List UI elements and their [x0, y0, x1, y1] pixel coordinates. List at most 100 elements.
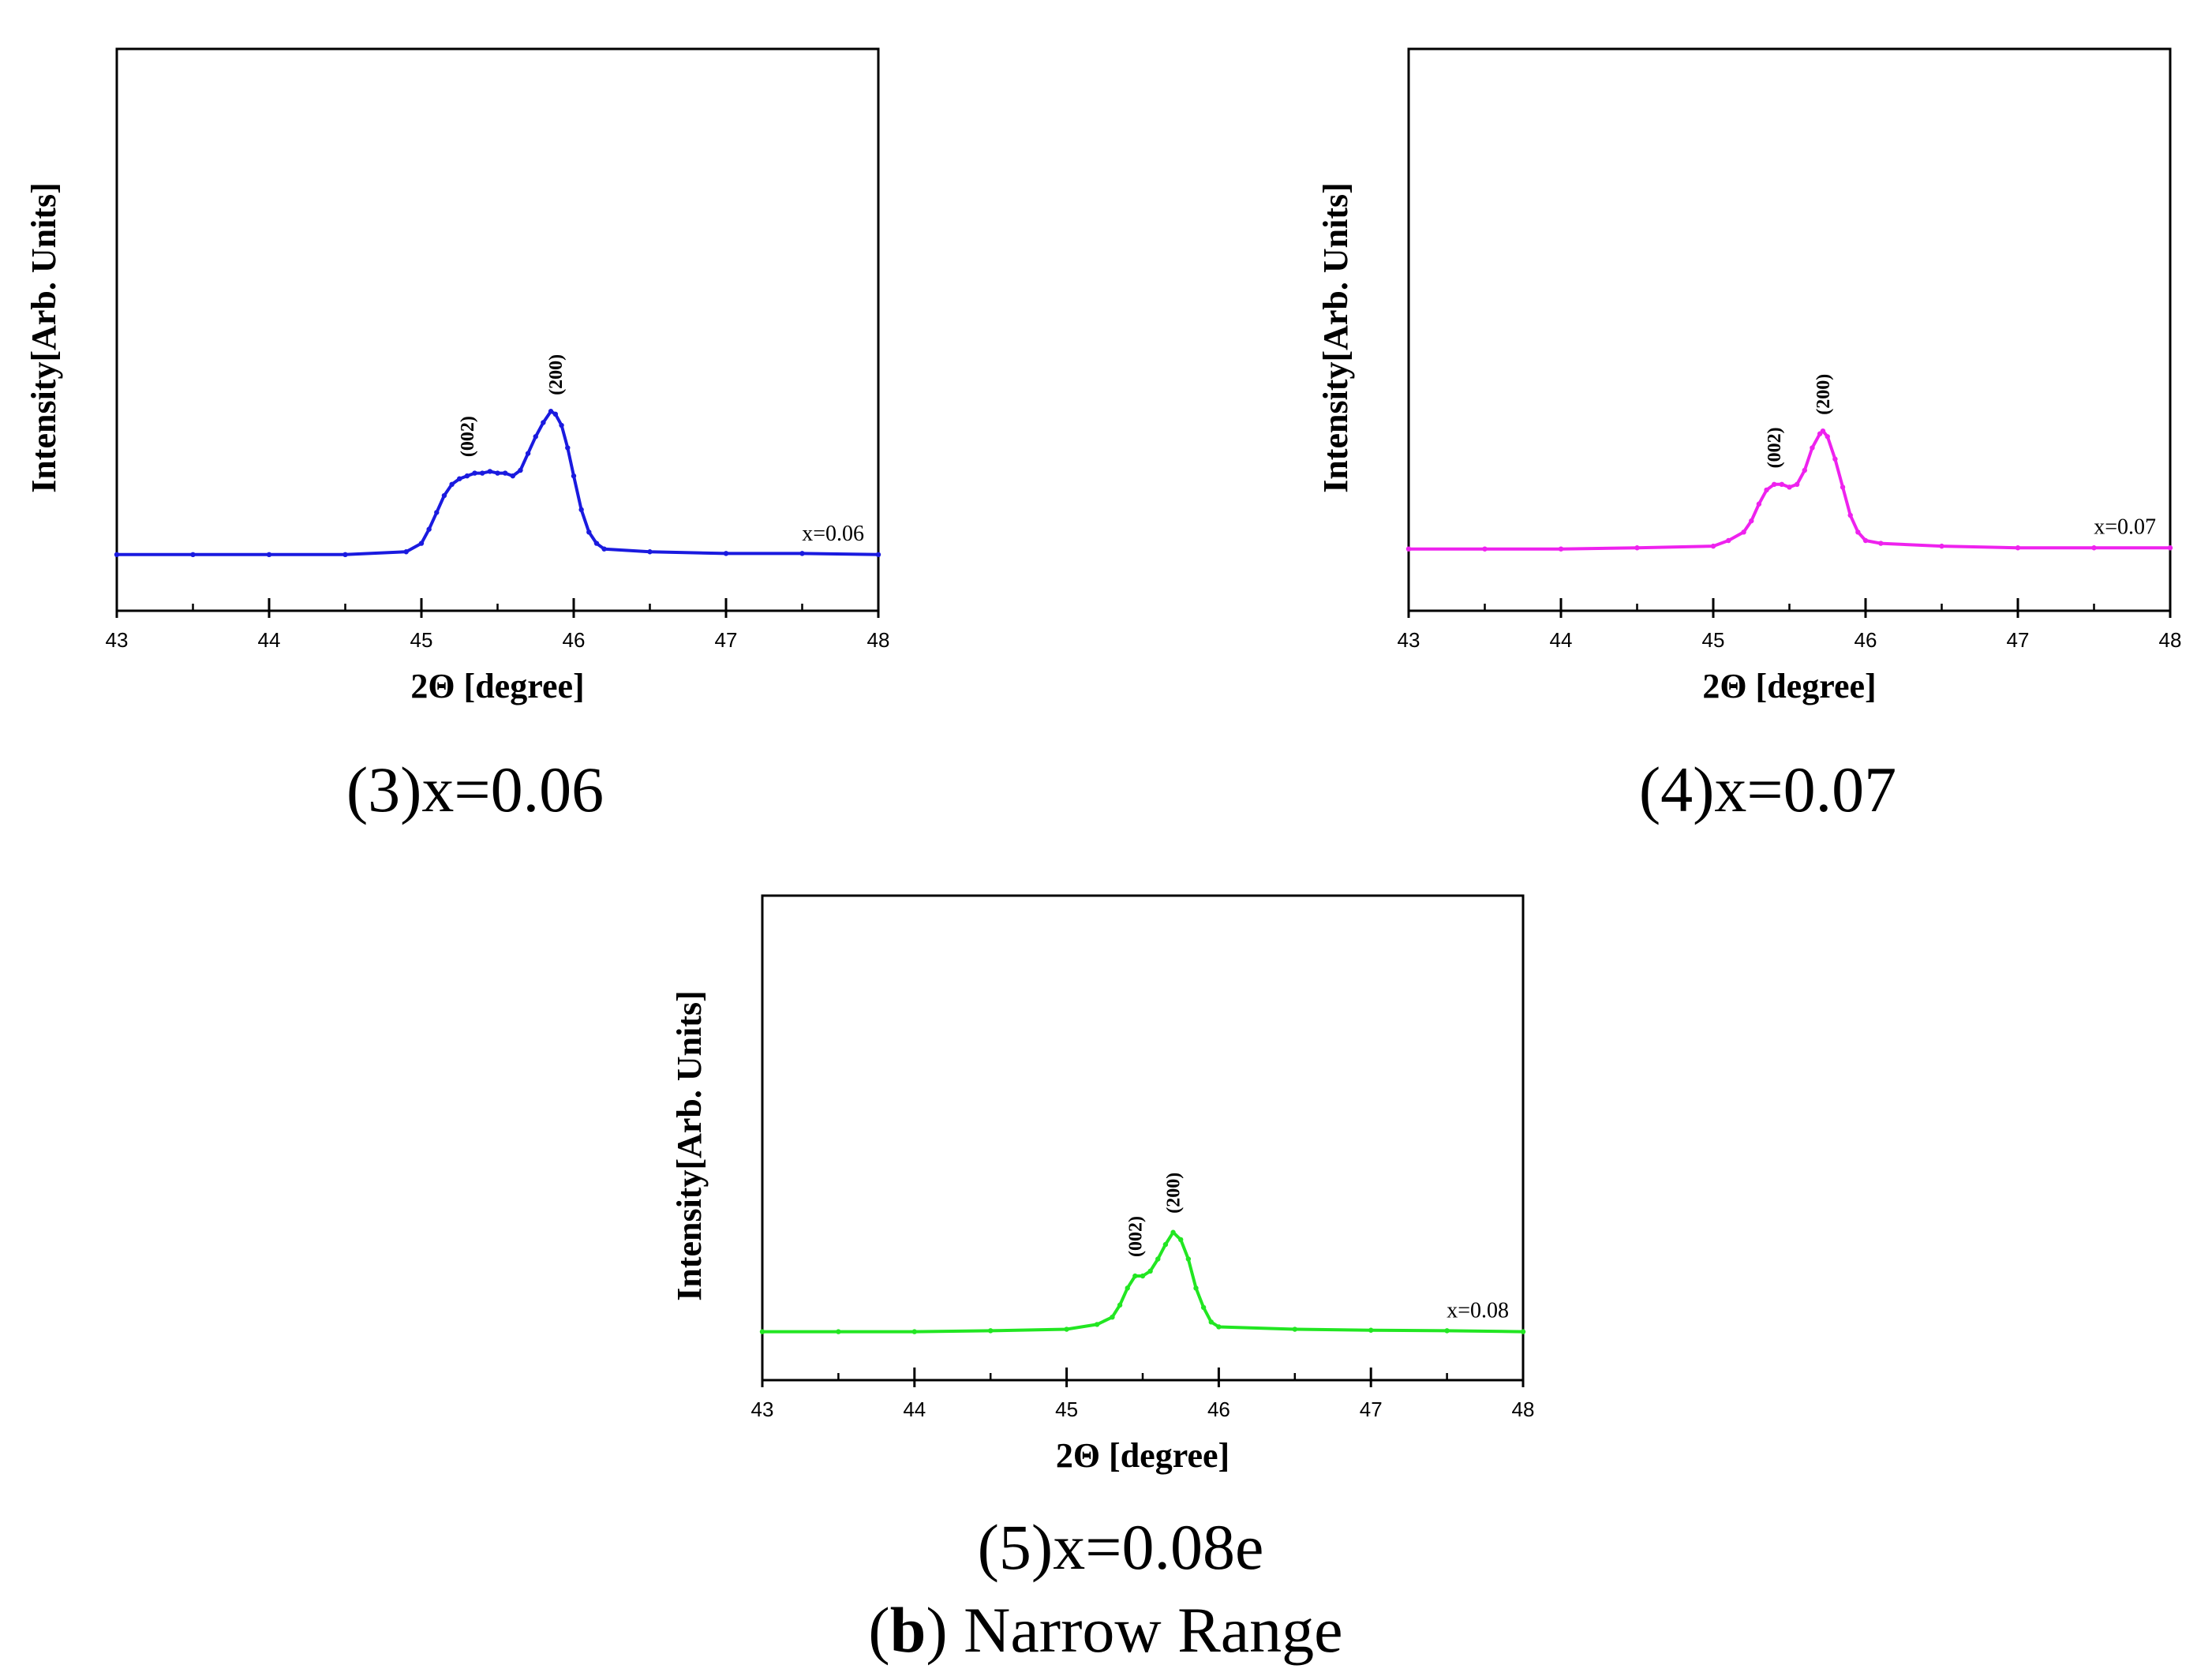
legend-label: x=0.08: [1447, 1299, 1509, 1323]
peak-annotation: (200): [546, 354, 567, 395]
x-axis-label: 2Θ [degree]: [1702, 667, 1876, 705]
x-tick-label: 48: [1512, 1398, 1535, 1421]
data-point: [578, 507, 584, 513]
panel-caption-x007: (4)x=0.07: [1638, 754, 1897, 825]
data-point: [1855, 529, 1861, 535]
x-tick-label: 44: [903, 1398, 926, 1421]
plot-frame: [761, 894, 1525, 1382]
data-point: [1939, 543, 1944, 549]
data-point: [593, 541, 600, 546]
data-point: [1764, 487, 1769, 493]
peak-annotation: (200): [1813, 374, 1834, 415]
caption-paren-close: ): [926, 1594, 948, 1666]
data-point: [1520, 1329, 1526, 1334]
data-point: [1147, 1268, 1153, 1274]
x-tick-label: 48: [2159, 628, 2182, 652]
peak-annotation: (002): [1765, 427, 1785, 468]
data-point: [1787, 485, 1792, 490]
data-point: [1634, 545, 1640, 551]
chart-panel-x007: 43 44 45 46 47 48 2Θ [degree] Intensity[Arb. Un…: [1316, 47, 2182, 705]
data-point: [1558, 546, 1564, 552]
data-point: [723, 551, 729, 556]
data-point: [799, 551, 805, 556]
data-point: [487, 469, 493, 474]
data-point: [418, 541, 425, 546]
data-point: [1847, 512, 1853, 518]
data-point: [1405, 546, 1412, 552]
data-point: [565, 445, 571, 451]
data-point: [1132, 1273, 1138, 1279]
data-point: [1208, 1319, 1214, 1325]
data-point: [1125, 1285, 1130, 1291]
x-axis-label: 2Θ [degree]: [410, 667, 584, 705]
data-point: [1185, 1256, 1192, 1262]
data-point: [759, 1329, 765, 1334]
caption-paren-open: (: [868, 1594, 890, 1666]
x-tick-label: 44: [258, 628, 281, 652]
data-point: [495, 470, 500, 476]
data-point: [1825, 434, 1830, 440]
data-point: [510, 473, 515, 479]
data-point: [601, 546, 607, 552]
y-axis-label: Intensity[Arb. Units]: [1316, 182, 1355, 493]
data-point: [571, 473, 577, 479]
data-point: [457, 476, 462, 481]
data-point: [836, 1329, 841, 1334]
legend-label: x=0.06: [802, 522, 864, 546]
chart-panel-x008: 43 44 45 46 47 48 2Θ [degree] Intensity[Arb. Un…: [670, 894, 1535, 1475]
x-tick-label: 46: [1855, 628, 1877, 652]
x-tick-label: 45: [1055, 1398, 1078, 1421]
data-point: [525, 451, 531, 456]
peak-annotation: (200): [1164, 1173, 1185, 1214]
data-point: [552, 411, 559, 417]
y-axis-label: Intensity[Arb. Units]: [670, 990, 709, 1301]
x-tick-label: 48: [867, 628, 890, 652]
data-point: [1832, 456, 1838, 462]
data-point: [518, 467, 523, 473]
data-point: [342, 552, 348, 557]
legend-label: x=0.07: [2094, 514, 2156, 539]
data-point: [1200, 1304, 1207, 1311]
data-point: [1117, 1302, 1123, 1308]
data-point: [1820, 428, 1826, 434]
data-point: [403, 549, 409, 555]
data-point: [114, 552, 120, 557]
x-tick-label: 47: [715, 628, 738, 652]
data-point: [1862, 537, 1869, 544]
data-point: [586, 529, 592, 535]
caption-part-letter: b: [889, 1594, 926, 1666]
data-point: [1726, 537, 1731, 544]
x-tick-label: 46: [563, 628, 586, 652]
x-tick-label: 43: [106, 628, 129, 652]
caption-text: Narrow Range: [947, 1594, 1343, 1666]
x-tick-label: 45: [1702, 628, 1725, 652]
data-point: [1094, 1322, 1100, 1327]
x-tick-label: 45: [410, 628, 433, 652]
data-point: [426, 526, 432, 532]
x-tick-label: 47: [1360, 1398, 1383, 1421]
x-tick-label: 43: [751, 1398, 774, 1421]
data-point: [647, 549, 653, 555]
data-point: [1779, 481, 1785, 487]
data-point: [434, 510, 440, 515]
data-point: [1878, 541, 1884, 546]
data-point: [1840, 485, 1846, 490]
data-series-line: [1409, 429, 2170, 551]
data-point: [1741, 529, 1746, 535]
data-point: [533, 434, 538, 440]
x-tick-label: 46: [1207, 1398, 1230, 1421]
data-point: [559, 422, 564, 428]
data-point: [1178, 1237, 1184, 1243]
data-point: [472, 470, 477, 476]
plot-frame: [1407, 47, 2172, 612]
data-point: [1140, 1273, 1146, 1279]
data-point: [190, 552, 196, 557]
data-point: [1216, 1324, 1222, 1330]
data-point: [480, 470, 485, 476]
data-point: [1292, 1326, 1298, 1332]
data-point: [988, 1328, 994, 1334]
data-point: [1772, 481, 1777, 487]
panel-caption-x008: (5)x=0.08e: [977, 1511, 1264, 1583]
data-point: [502, 470, 508, 476]
